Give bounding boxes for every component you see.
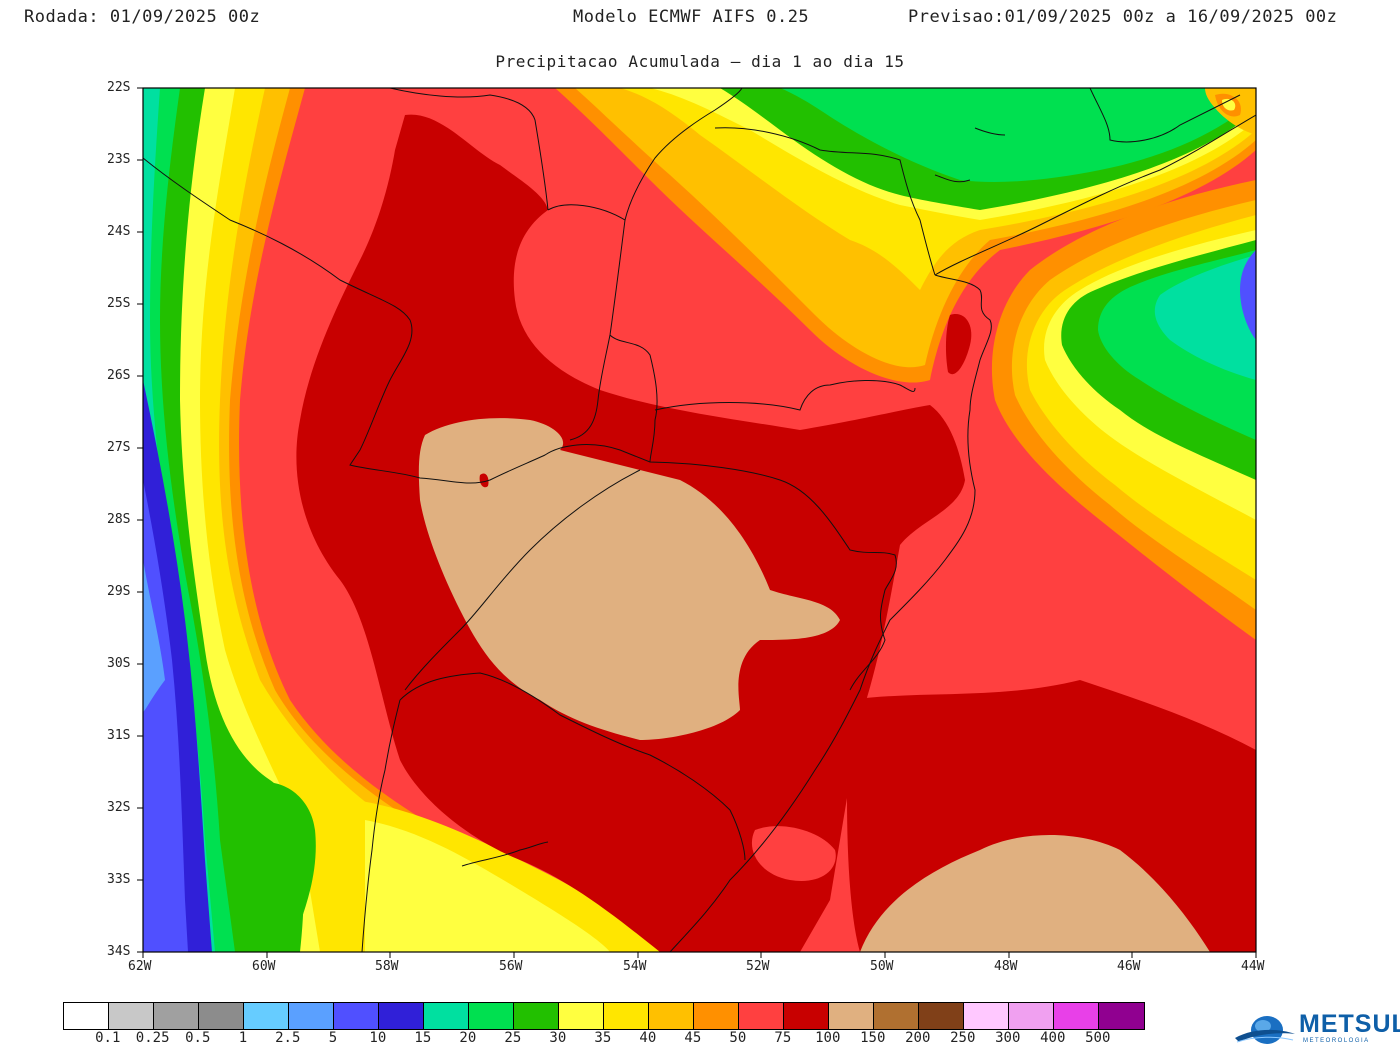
- legend-color-box: [739, 1003, 784, 1029]
- legend-label: 15: [414, 1030, 432, 1046]
- legend-color-box: [694, 1003, 739, 1029]
- legend-color-box: [109, 1003, 154, 1029]
- legend-color-box: [469, 1003, 514, 1029]
- legend-label: 0.1: [95, 1030, 121, 1046]
- legend-color-box: [874, 1003, 919, 1029]
- legend-label: 5: [328, 1030, 338, 1046]
- legend-label: 0.5: [185, 1030, 211, 1046]
- previsao-label: Previsao:: [908, 7, 1005, 27]
- lat-tick-marks: [137, 87, 143, 953]
- lon-label: 44W: [1241, 959, 1265, 974]
- legend-label: 35: [594, 1030, 612, 1046]
- legend-label: 45: [684, 1030, 702, 1046]
- lat-label: 23S: [107, 152, 131, 167]
- legend-color-box: [514, 1003, 559, 1029]
- legend-label: 1: [238, 1030, 248, 1046]
- legend-label: 400: [1040, 1030, 1066, 1046]
- legend-color-box: [289, 1003, 334, 1029]
- logo-text: METSUL: [1299, 1010, 1400, 1038]
- lat-label: 31S: [107, 728, 131, 743]
- legend-color-box: [604, 1003, 649, 1029]
- legend-color-box: [1054, 1003, 1099, 1029]
- legend-color-box: [334, 1003, 379, 1029]
- legend-color-box: [649, 1003, 694, 1029]
- globe-icon: [1235, 1016, 1295, 1044]
- lon-label: 60W: [252, 959, 276, 974]
- legend-color-box: [784, 1003, 829, 1029]
- lon-label: 48W: [994, 959, 1018, 974]
- legend-label: 2.5: [275, 1030, 301, 1046]
- legend-label: 75: [774, 1030, 792, 1046]
- lat-label: 34S: [107, 944, 131, 959]
- lon-label: 62W: [128, 959, 152, 974]
- legend-label: 150: [860, 1030, 886, 1046]
- lon-label: 58W: [375, 959, 399, 974]
- legend-color-box: [1009, 1003, 1054, 1029]
- lat-label: 25S: [107, 296, 131, 311]
- rodada-text: Rodada: 01/09/2025 00z: [24, 7, 260, 27]
- legend-label: 100: [815, 1030, 841, 1046]
- legend-color-box: [244, 1003, 289, 1029]
- lat-label: 32S: [107, 800, 131, 815]
- legend-label: 40: [639, 1030, 657, 1046]
- legend-color-box: [199, 1003, 244, 1029]
- lat-label: 27S: [107, 440, 131, 455]
- map-subtitle: Precipitacao Acumulada — dia 1 ao dia 15: [495, 52, 905, 71]
- legend-label: 50: [729, 1030, 747, 1046]
- rodada-value: 01/09/2025 00z: [109, 7, 261, 27]
- metsul-logo: METSUL METEOROLOGIA: [1233, 1008, 1400, 1052]
- legend-label: 25: [504, 1030, 522, 1046]
- lon-tick-marks: [142, 952, 1257, 958]
- legend-color-box: [424, 1003, 469, 1029]
- legend-label: 0.25: [135, 1030, 170, 1046]
- lat-label: 22S: [107, 80, 131, 95]
- lon-label: 56W: [499, 959, 523, 974]
- legend-label: 300: [995, 1030, 1021, 1046]
- legend-color-box: [1099, 1003, 1144, 1029]
- legend-label: 500: [1085, 1030, 1111, 1046]
- legend-label: 200: [905, 1030, 931, 1046]
- lat-label: 29S: [107, 584, 131, 599]
- lat-label: 24S: [107, 224, 131, 239]
- lat-label: 30S: [107, 656, 131, 671]
- legend-color-box: [919, 1003, 964, 1029]
- lon-label: 50W: [870, 959, 894, 974]
- lon-label: 54W: [623, 959, 647, 974]
- lat-label: 26S: [107, 368, 131, 383]
- lat-label: 33S: [107, 872, 131, 887]
- lon-label: 46W: [1117, 959, 1141, 974]
- previsao-value: 01/09/2025 00z a 16/09/2025 00z: [1004, 7, 1338, 27]
- model-title: Modelo ECMWF AIFS 0.25: [573, 7, 810, 27]
- legend-color-box: [154, 1003, 199, 1029]
- logo-subtext: METEOROLOGIA: [1303, 1038, 1370, 1044]
- lat-label: 28S: [107, 512, 131, 527]
- legend-color-box: [964, 1003, 1009, 1029]
- legend-label: 10: [369, 1030, 387, 1046]
- legend-color-box: [379, 1003, 424, 1029]
- legend-label: 30: [549, 1030, 567, 1046]
- legend-color-box: [829, 1003, 874, 1029]
- legend-color-box: [64, 1003, 109, 1029]
- previsao-text: Previsao:01/09/2025 00z a 16/09/2025 00z: [908, 7, 1337, 27]
- legend-label: 250: [950, 1030, 976, 1046]
- rodada-label: Rodada:: [24, 7, 100, 27]
- legend-color-box: [559, 1003, 604, 1029]
- legend-label: 20: [459, 1030, 477, 1046]
- legend-colorbar: [63, 1002, 1145, 1030]
- lon-label: 52W: [746, 959, 770, 974]
